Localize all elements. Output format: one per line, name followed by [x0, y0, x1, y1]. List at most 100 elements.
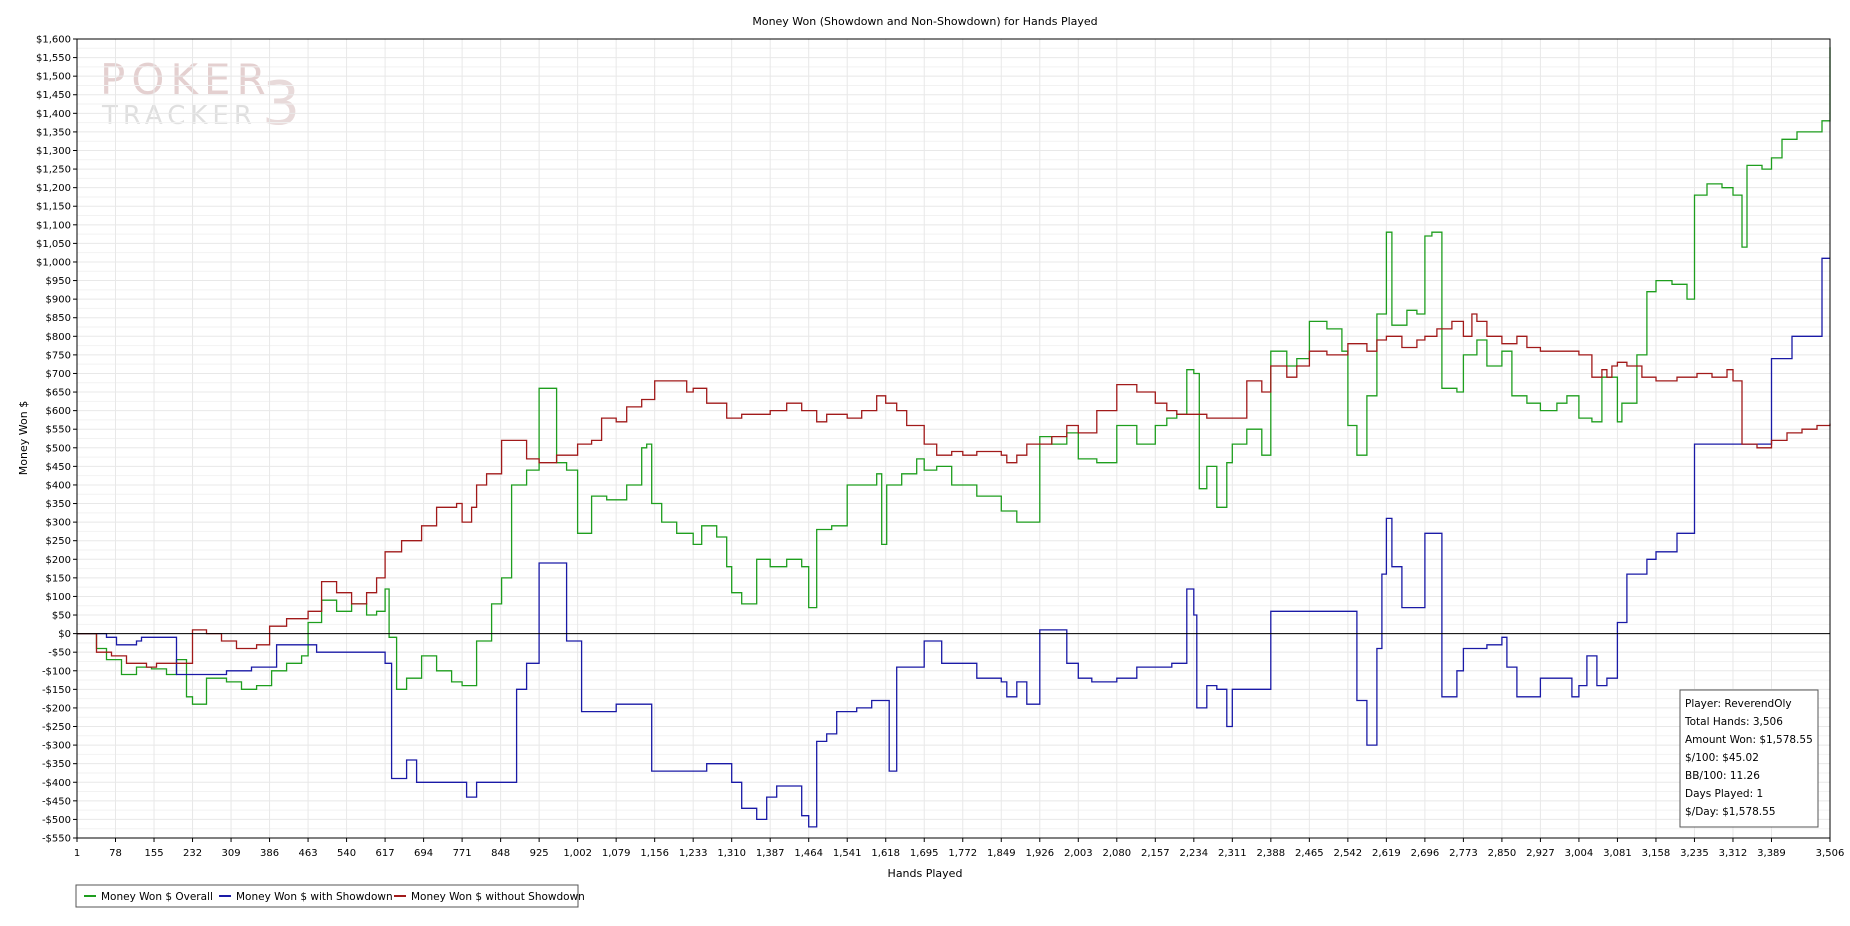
x-tick-label: 617	[376, 848, 395, 859]
y-tick-label: $950	[46, 276, 71, 287]
y-axis-ticks: $1,600 $1,550 $1,500 $1,450 $1,400 $1,350 $1,3…	[36, 35, 77, 845]
y-tick-label: $1,250	[36, 165, 71, 176]
series-line-overall	[77, 47, 1831, 705]
y-tick-label: $1,350	[36, 127, 71, 138]
x-tick-label: 3,235	[1680, 848, 1709, 859]
info-box-frame	[1679, 689, 1819, 828]
y-tick-label: $1,200	[36, 183, 71, 194]
x-tick-label: 1	[74, 848, 80, 859]
x-tick-label: 2,773	[1449, 848, 1478, 859]
y-tick-label: -$50	[48, 648, 71, 659]
y-tick-label: $600	[46, 406, 71, 417]
y-axis-label: Money Won $	[17, 401, 30, 475]
x-tick-label: 848	[491, 848, 510, 859]
info-per-100: $/100: $45.02	[1685, 752, 1759, 764]
x-tick-label: 78	[109, 848, 122, 859]
y-tick-label: $1,550	[36, 53, 71, 64]
x-tick-label: 1,387	[756, 848, 785, 859]
x-tick-label: 2,850	[1488, 848, 1517, 859]
series-line-no-showdown	[77, 313, 1831, 668]
x-tick-label: 3,081	[1603, 848, 1632, 859]
x-tick-label: 694	[414, 848, 433, 859]
legend: Money Won $ Overall Money Won $ with Sho…	[75, 884, 585, 908]
chart-title: Money Won (Showdown and Non-Showdown) fo…	[752, 15, 1097, 28]
x-tick-label: 2,003	[1064, 848, 1093, 859]
y-tick-label: $1,600	[36, 35, 71, 46]
x-tick-label: 2,080	[1102, 848, 1131, 859]
y-tick-label: -$350	[42, 759, 71, 770]
plot-frame	[76, 38, 1831, 839]
y-tick-label: $1,000	[36, 257, 71, 268]
x-tick-label: 155	[144, 848, 163, 859]
y-tick-label: -$400	[42, 778, 71, 789]
y-tick-label: $200	[46, 555, 71, 566]
y-tick-label: $250	[46, 536, 71, 547]
x-tick-label: 2,542	[1334, 848, 1363, 859]
legend-label-showdown: Money Won $ with Showdown	[236, 891, 393, 903]
y-tick-label: $300	[46, 518, 71, 529]
x-tick-label: 386	[260, 848, 279, 859]
x-tick-label: 3,506	[1816, 848, 1845, 859]
x-tick-label: 1,079	[602, 848, 631, 859]
y-tick-label: $100	[46, 592, 71, 603]
x-tick-label: 1,002	[563, 848, 592, 859]
y-tick-label: -$100	[42, 666, 71, 677]
y-tick-label: $450	[46, 462, 71, 473]
y-tick-label: $1,450	[36, 90, 71, 101]
x-tick-label: 3,004	[1565, 848, 1594, 859]
x-axis-label: Hands Played	[888, 867, 963, 880]
x-tick-label: 1,926	[1025, 848, 1054, 859]
series-lines	[77, 47, 1831, 828]
legend-label-overall: Money Won $ Overall	[101, 891, 213, 903]
y-tick-label: $0	[58, 629, 71, 640]
x-tick-label: 3,312	[1719, 848, 1748, 859]
x-tick-label: 2,465	[1295, 848, 1324, 859]
y-tick-label: $750	[46, 350, 71, 361]
x-tick-label: 309	[221, 848, 240, 859]
x-tick-label: 1,156	[640, 848, 669, 859]
watermark-line1: POKER	[100, 55, 272, 104]
info-total-hands: Total Hands: 3,506	[1684, 716, 1783, 728]
y-tick-label: -$300	[42, 741, 71, 752]
y-tick-label: -$150	[42, 685, 71, 696]
x-tick-label: 1,695	[910, 848, 939, 859]
info-amount-won: Amount Won: $1,578.55	[1685, 734, 1813, 746]
y-tick-label: $1,300	[36, 146, 71, 157]
info-days-played: Days Played: 1	[1685, 788, 1763, 800]
y-tick-label: $350	[46, 499, 71, 510]
x-tick-label: 1,541	[833, 848, 862, 859]
y-tick-label: $850	[46, 313, 71, 324]
x-tick-label: 925	[530, 848, 549, 859]
x-tick-label: 2,927	[1526, 848, 1555, 859]
y-tick-label: -$550	[42, 834, 71, 845]
x-tick-label: 1,849	[987, 848, 1016, 859]
y-tick-label: -$450	[42, 796, 71, 807]
x-tick-label: 2,619	[1372, 848, 1401, 859]
x-tick-label: 1,310	[717, 848, 746, 859]
y-tick-label: $700	[46, 369, 71, 380]
x-tick-label: 1,464	[794, 848, 823, 859]
y-tick-label: $1,050	[36, 239, 71, 250]
axes	[76, 38, 1831, 839]
x-axis-ticks: 1 78 155 232 309 386 463 540 617 694 771 848 925 1,00…	[74, 838, 1845, 859]
legend-label-no-showdown: Money Won $ without Showdown	[411, 891, 585, 903]
watermark-line2: TRACKER	[101, 101, 257, 131]
poker-tracker-logo: POKER TRACKER 3	[100, 55, 300, 139]
y-tick-label: $550	[46, 425, 71, 436]
y-tick-label: $1,150	[36, 202, 71, 213]
player-info-box: Player: ReverendOly Total Hands: 3,506 A…	[1679, 689, 1819, 828]
info-bb-per-100: BB/100: 11.26	[1685, 770, 1760, 782]
x-tick-label: 232	[183, 848, 202, 859]
x-tick-label: 2,311	[1218, 848, 1247, 859]
x-tick-label: 3,158	[1642, 848, 1671, 859]
x-tick-label: 1,772	[948, 848, 977, 859]
x-tick-label: 2,157	[1141, 848, 1170, 859]
x-tick-label: 3,389	[1757, 848, 1786, 859]
y-tick-label: $400	[46, 480, 71, 491]
y-tick-label: $150	[46, 573, 71, 584]
y-tick-label: -$250	[42, 722, 71, 733]
x-tick-label: 1,618	[871, 848, 900, 859]
x-tick-label: 1,233	[679, 848, 708, 859]
